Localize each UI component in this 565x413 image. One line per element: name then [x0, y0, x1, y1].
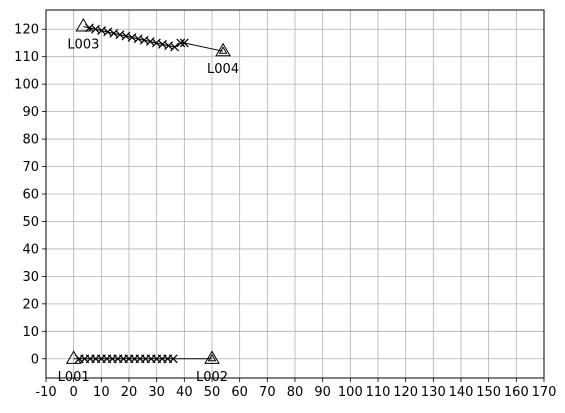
y-tick-label: 20 [22, 297, 39, 312]
x-tick-label: 140 [449, 385, 474, 400]
y-tick-label: 110 [14, 50, 39, 65]
x-tick-label: 50 [204, 385, 221, 400]
x-marker [158, 39, 167, 49]
x-tick-label: 30 [148, 385, 165, 400]
x-tick-label: 80 [287, 385, 304, 400]
x-marker [168, 354, 178, 364]
x-tick-label: 40 [176, 385, 193, 400]
x-tick-label: 110 [366, 385, 391, 400]
x-marker [139, 35, 149, 45]
y-tick-label: 90 [22, 105, 39, 120]
y-tick-label: 0 [31, 352, 39, 367]
triangle-marker-inner [218, 46, 228, 54]
triangle-marker-inner [207, 353, 217, 362]
x-marker [145, 37, 155, 47]
series-layer: L001 L002 L003 L004 [58, 18, 239, 385]
point-label: L001 [58, 370, 90, 385]
x-tick-label: 130 [421, 385, 446, 400]
x-marker [109, 28, 119, 38]
y-tick-label: 30 [22, 270, 39, 285]
x-tick-label: 10 [93, 385, 110, 400]
x-tick-label: 90 [314, 385, 331, 400]
x-tick-label: 160 [504, 385, 529, 400]
y-tick-label: 120 [14, 23, 39, 38]
x-tick-label: -10 [35, 385, 56, 400]
y-tick-label: 40 [22, 242, 39, 257]
x-marker [115, 30, 125, 40]
x-marker [164, 41, 173, 51]
y-tick-label: 60 [22, 188, 39, 203]
x-tick-label: 0 [70, 385, 78, 400]
x-marker [170, 42, 180, 52]
x-tick-label: 150 [476, 385, 501, 400]
x-tick-label: 170 [532, 385, 557, 400]
point-label: L002 [196, 370, 228, 385]
x-tick-label: 100 [338, 385, 363, 400]
y-tick-label: 10 [22, 325, 39, 340]
y-tick-label: 80 [22, 133, 39, 148]
y-tick-label: 50 [22, 215, 39, 230]
x-marker [179, 38, 189, 48]
grid-layer [45, 10, 545, 378]
y-tick-label: 100 [14, 78, 39, 93]
triangle-marker [204, 350, 220, 364]
point-label: L003 [67, 37, 99, 52]
x-tick-label: 20 [121, 385, 138, 400]
x-tick-label: 60 [231, 385, 248, 400]
x-marker [176, 38, 186, 48]
y-tick-label: 70 [22, 160, 39, 175]
point-label: L004 [207, 62, 239, 77]
triangle-marker [215, 42, 231, 57]
x-tick-label: 120 [393, 385, 418, 400]
tick-layer: -10 0 10 20 30 40 50 60 70 80 90 100 110 120 130 140 150… [14, 23, 556, 400]
x-marker [133, 34, 143, 44]
x-tick-label: 70 [259, 385, 276, 400]
